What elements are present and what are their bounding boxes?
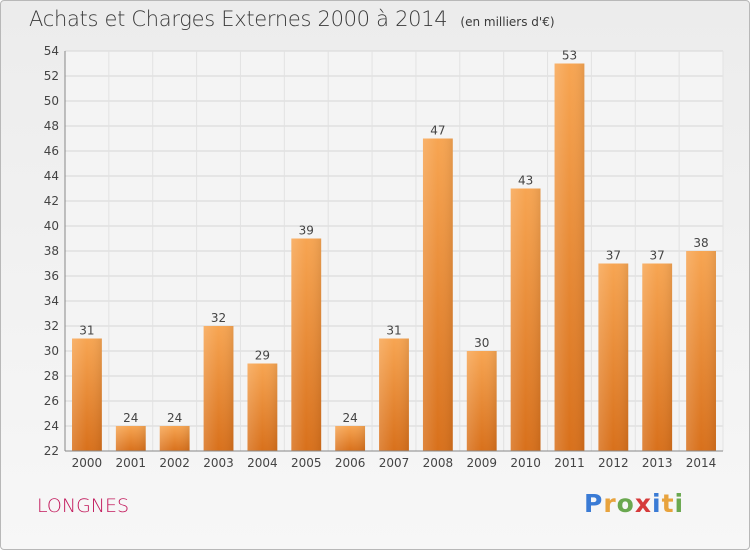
y-tick-label: 30 [44,344,59,358]
y-tick-label: 26 [44,394,59,408]
x-tick-label: 2004 [247,456,278,470]
logo-letter: i [674,489,685,518]
bar-shine [598,263,629,451]
y-tick-label: 32 [44,319,59,333]
bar-shine [422,138,453,451]
y-tick-label: 48 [44,119,59,133]
bar-shine [291,238,322,451]
bar-shine [510,188,541,451]
data-label: 37 [650,249,665,263]
bar-shine [115,426,146,451]
bar-shine [686,251,716,451]
bar-shine [642,263,673,451]
logo-letter: t [661,489,675,518]
x-tick-label: 2007 [379,456,410,470]
y-tick-label: 54 [44,44,59,58]
data-label: 24 [123,411,138,425]
data-label: 53 [562,49,577,63]
title-row: Achats et Charges Externes 2000 à 2014 (… [29,7,555,31]
data-label: 31 [386,324,401,338]
y-tick-label: 24 [44,419,59,433]
data-label: 29 [255,349,270,363]
logo-letter: P [584,489,604,518]
proxiti-logo[interactable]: Proxiti [584,489,684,518]
x-tick-label: 2001 [116,456,147,470]
x-tick-label: 2010 [510,456,541,470]
y-tick-label: 38 [44,244,59,258]
chart-title: Achats et Charges Externes 2000 à 2014 [29,7,448,31]
data-label: 43 [518,174,533,188]
y-tick-label: 42 [44,194,59,208]
y-tick-label: 50 [44,94,59,108]
data-label: 38 [693,236,708,250]
data-label: 32 [211,311,226,325]
y-tick-label: 28 [44,369,59,383]
bars-layer [72,63,716,451]
bar-shine [247,363,278,451]
logo-letter: o [616,489,635,518]
x-tick-label: 2006 [335,456,366,470]
y-tick-label: 46 [44,144,59,158]
logo-letter: i [652,489,662,518]
bar-shine [335,426,366,451]
axis-layer: 22 24 26 28 30 32 34 36 38 40 42 44 46 48 50 52 54 2000 20… [44,44,723,470]
chart-subtitle: (en milliers d'€) [460,15,555,29]
commune-name: LONGNES [37,495,130,517]
bar-shine [379,338,409,451]
data-label: 24 [167,411,182,425]
bar-shine [203,326,234,451]
x-tick-label: 2012 [598,456,629,470]
x-tick-label: 2002 [159,456,190,470]
data-label: 30 [474,336,489,350]
x-tick-label: 2000 [72,456,103,470]
data-label: 31 [79,324,94,338]
data-label: 37 [606,249,621,263]
logo-letter: r [603,489,617,518]
x-tick-label: 2005 [291,456,322,470]
bar-shine [159,426,190,451]
bar-shine [72,338,102,451]
x-tick-label: 2011 [554,456,585,470]
logo-letter: x [634,489,652,518]
x-tick-label: 2009 [466,456,497,470]
y-tick-label: 36 [44,269,59,283]
y-tick-label: 44 [44,169,59,183]
bar-shine [554,63,585,451]
data-label: 47 [430,124,445,138]
x-tick-label: 2014 [686,456,717,470]
y-tick-label: 34 [44,294,59,308]
data-label: 24 [342,411,357,425]
x-tick-label: 2013 [642,456,673,470]
x-tick-label: 2008 [423,456,454,470]
y-tick-label: 22 [44,444,59,458]
data-label: 39 [299,224,314,238]
labels-layer: 31 24 24 32 29 39 24 31 47 30 43 53 37 37 38 [79,49,708,426]
y-tick-label: 40 [44,219,59,233]
x-tick-label: 2003 [203,456,234,470]
bar-shine [466,351,497,451]
y-tick-label: 52 [44,69,59,83]
